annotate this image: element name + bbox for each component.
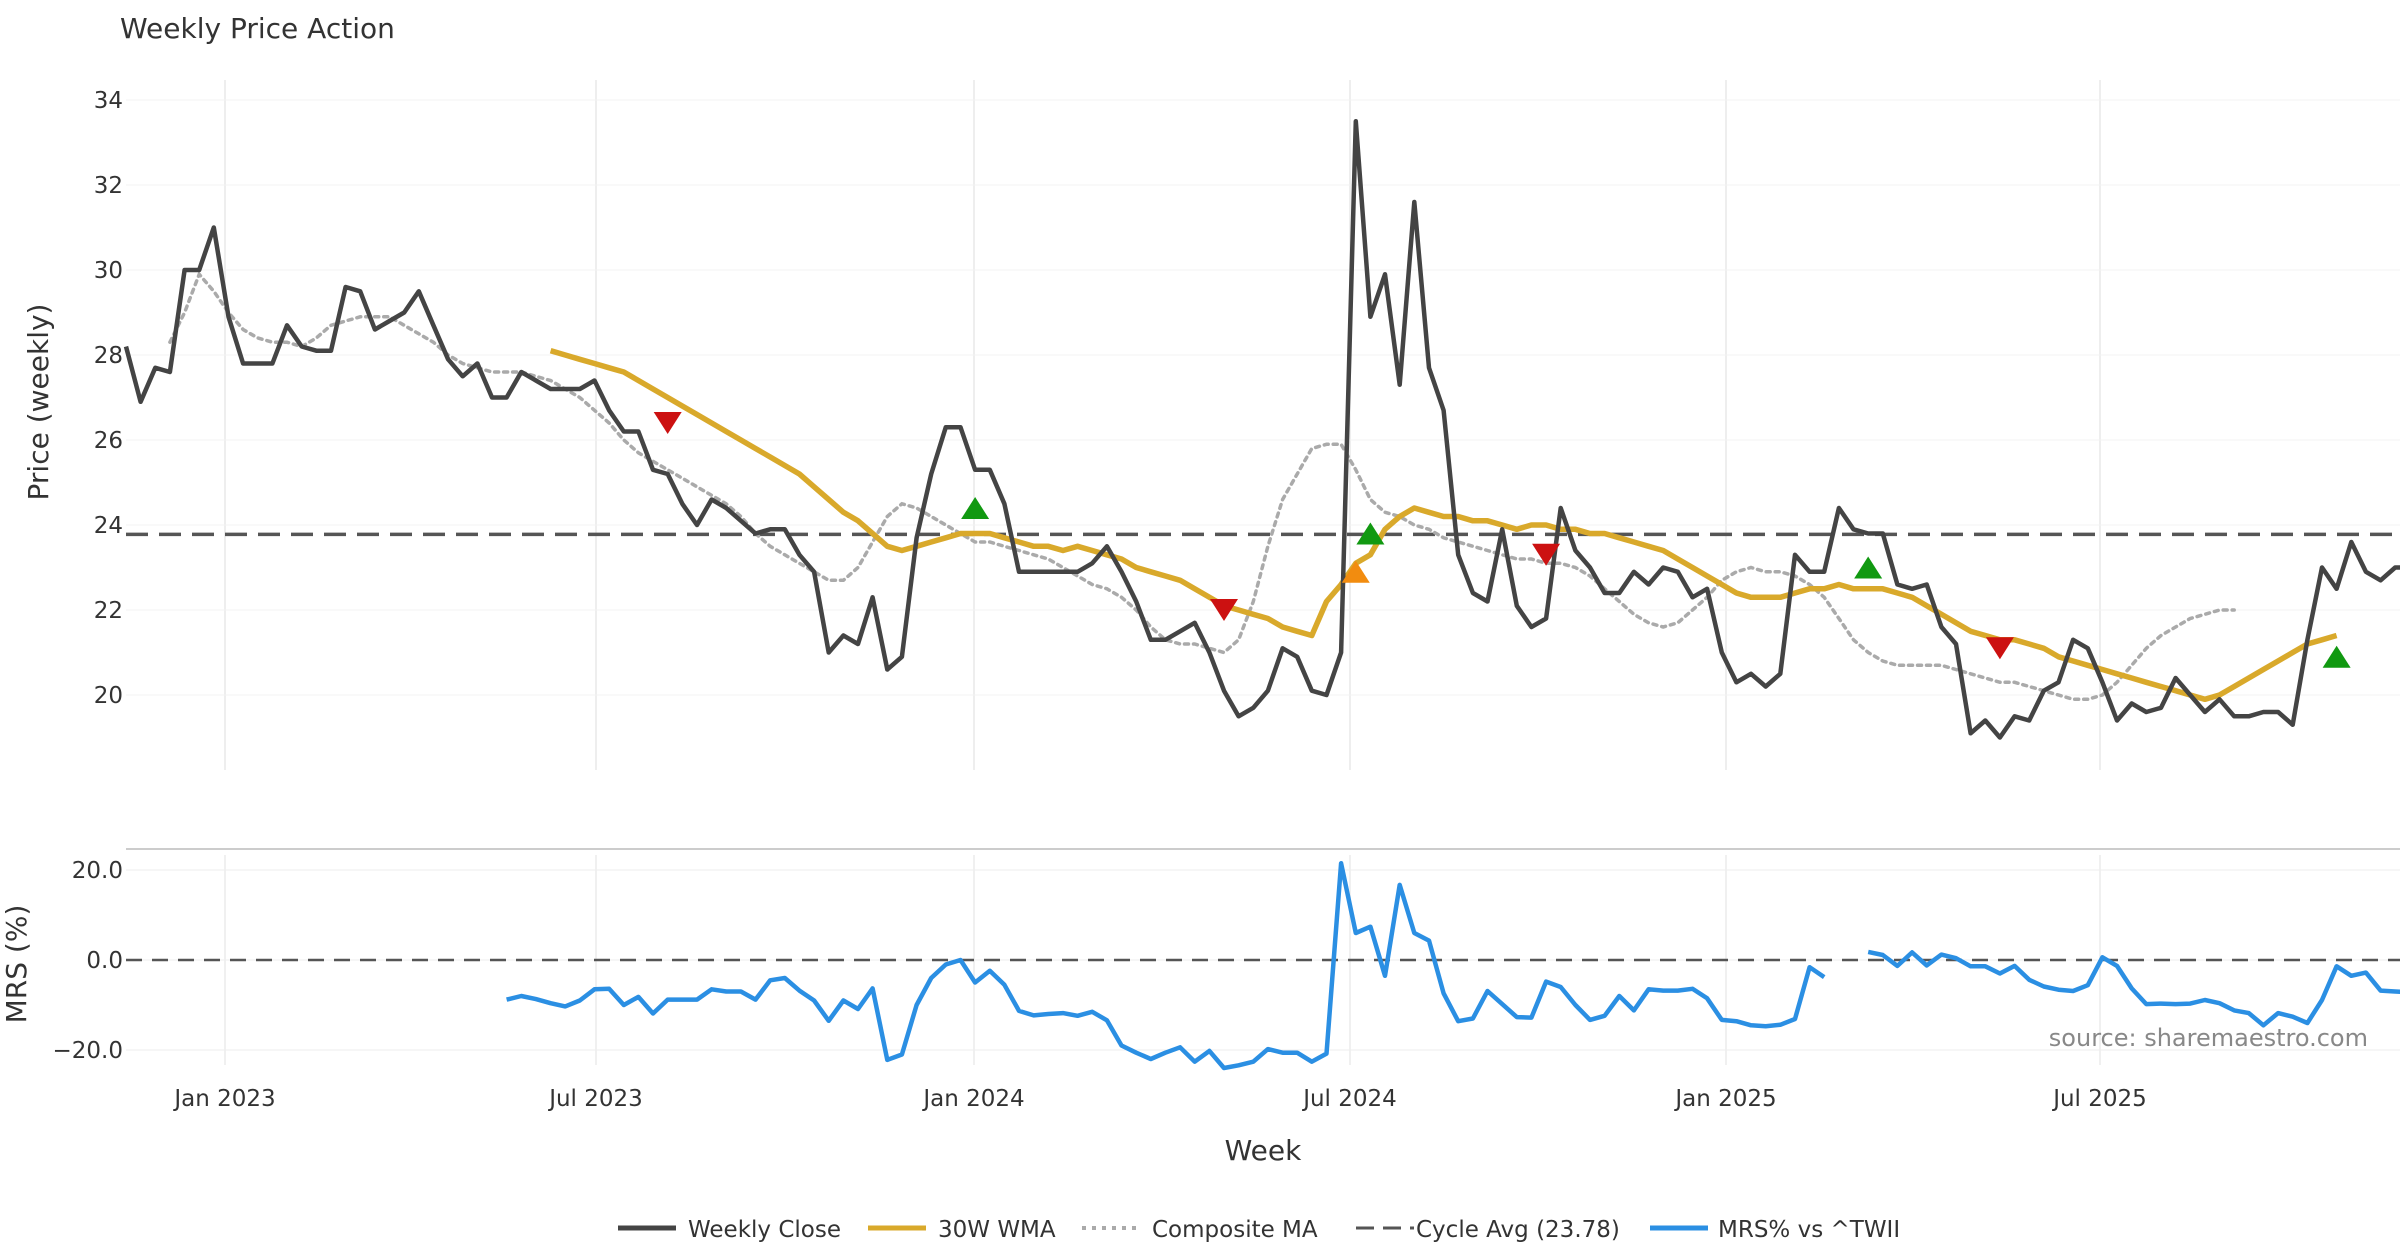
legend-label-composite-ma: Composite MA xyxy=(1152,1217,1318,1243)
price-y-tick-0: 20 xyxy=(94,683,123,709)
mrs-line-segment-0 xyxy=(506,861,1826,1071)
marker-up-6 xyxy=(1854,556,1883,579)
mrs-y-axis-label: MRS (%) xyxy=(0,905,33,1024)
marker-down-5 xyxy=(1532,543,1561,566)
price-y-tick-1: 22 xyxy=(94,598,123,624)
marker-down-2 xyxy=(1210,599,1238,621)
marker-down-0 xyxy=(653,412,682,434)
mrs-series xyxy=(506,861,2400,1071)
legend: Weekly Close 30W WMA Composite MA Cycle … xyxy=(618,1217,1900,1243)
x-tick-5: Jul 2025 xyxy=(2051,1086,2147,1112)
signal-markers xyxy=(653,412,2351,668)
mrs-y-tick-0: 20.0 xyxy=(72,858,123,884)
marker-up-1 xyxy=(961,497,990,519)
x-tick-labels: Jan 2023 Jul 2023 Jan 2024 Jul 2024 Jan 2025… xyxy=(172,1086,2146,1112)
price-y-tick-3: 26 xyxy=(94,428,123,454)
x-tick-4: Jan 2025 xyxy=(1673,1086,1776,1112)
legend-label-wma: 30W WMA xyxy=(938,1217,1056,1243)
wma-30w-line xyxy=(549,348,2338,703)
mrs-y-tick-1: 0.0 xyxy=(86,948,123,974)
marker-up-4 xyxy=(1356,522,1385,545)
marker-down-7 xyxy=(1985,637,2014,660)
chart-title: Weekly Price Action xyxy=(120,12,395,45)
x-axis-label: Week xyxy=(1225,1134,1302,1167)
legend-label-cycle-avg: Cycle Avg (23.78) xyxy=(1416,1217,1620,1243)
source-note: source: sharemaestro.com xyxy=(2049,1024,2368,1052)
x-tick-0: Jan 2023 xyxy=(172,1086,275,1112)
legend-label-weekly-close: Weekly Close xyxy=(688,1217,841,1243)
composite-ma-line xyxy=(168,270,2236,702)
price-y-tick-5: 30 xyxy=(94,258,123,284)
price-y-tick-labels: 20 22 24 26 28 30 32 34 xyxy=(94,88,123,709)
legend-label-mrs: MRS% vs ^TWII xyxy=(1718,1217,1900,1243)
price-y-tick-7: 34 xyxy=(94,88,123,114)
price-y-tick-4: 28 xyxy=(94,343,123,369)
marker-up-8 xyxy=(2322,645,2351,668)
marker-warn-3 xyxy=(1341,560,1370,583)
price-y-tick-6: 32 xyxy=(94,173,123,199)
mrs-line-segment-1 xyxy=(1867,949,2400,1028)
price-gridlines xyxy=(126,80,2400,770)
price-y-tick-2: 24 xyxy=(94,513,123,539)
weekly-close-line xyxy=(123,119,2400,740)
mrs-y-tick-labels: 20.0 0.0 −20.0 xyxy=(53,858,123,1064)
x-tick-2: Jan 2024 xyxy=(921,1086,1024,1112)
x-tick-3: Jul 2024 xyxy=(1301,1086,1397,1112)
price-y-axis-label: Price (weekly) xyxy=(22,304,55,501)
mrs-y-tick-2: −20.0 xyxy=(53,1038,123,1064)
x-tick-1: Jul 2023 xyxy=(547,1086,643,1112)
